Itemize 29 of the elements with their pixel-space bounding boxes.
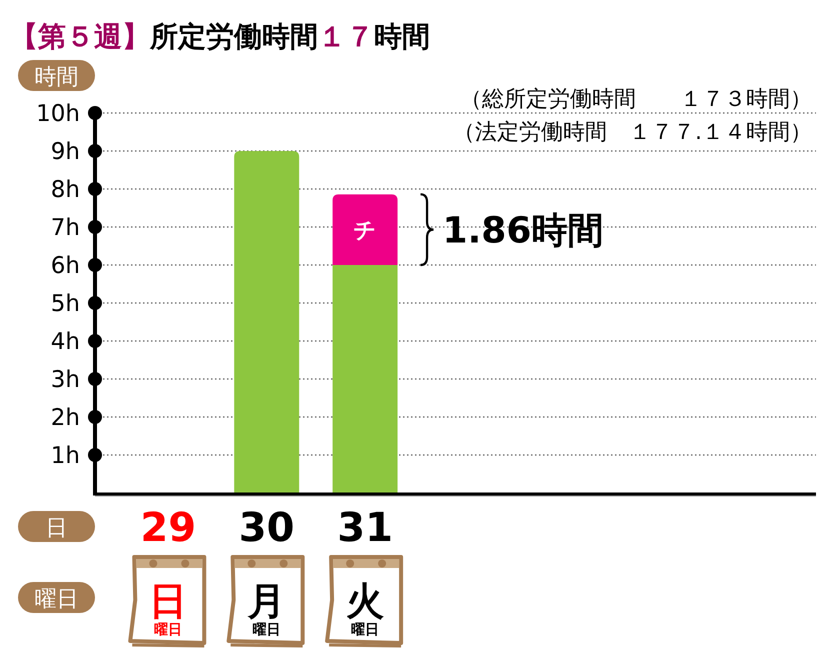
tick-label: 1h bbox=[50, 443, 80, 469]
category: 30 bbox=[238, 505, 294, 551]
annotation: 1.86時間 bbox=[442, 210, 604, 252]
tick-label: 6h bbox=[50, 253, 80, 279]
x-axis-title: 日 bbox=[46, 516, 68, 541]
note: （総所定労働時間 １７３時間） bbox=[460, 87, 812, 112]
tick-label: 2h bbox=[50, 405, 80, 431]
series-name: チ bbox=[354, 218, 377, 244]
weekday: 月 bbox=[248, 579, 286, 623]
tick-label: 5h bbox=[50, 291, 80, 317]
ylabel: 時間 bbox=[18, 60, 95, 91]
weekday-sub: 曜日 bbox=[154, 622, 182, 638]
tick-label: 7h bbox=[50, 215, 80, 241]
y-axis-title: 時間 bbox=[34, 65, 78, 90]
weekday: 火 bbox=[346, 579, 384, 623]
category: 31 bbox=[337, 505, 393, 551]
row-label: 曜日 bbox=[18, 582, 95, 613]
xlabel: 日 bbox=[18, 511, 95, 542]
tick-label: 3h bbox=[50, 367, 80, 393]
category: 29 bbox=[140, 505, 196, 551]
weekday-sub: 曜日 bbox=[252, 622, 281, 638]
weekday-sub: 曜日 bbox=[351, 622, 380, 638]
tick-label: 10h bbox=[36, 101, 80, 127]
tick-label: 9h bbox=[50, 139, 80, 165]
tick-label: 8h bbox=[50, 177, 80, 203]
weekday: 日 bbox=[149, 579, 188, 623]
note: （法定労働時間 １７７.１４時間） bbox=[453, 120, 812, 145]
title: 【第５週】所定労働時間１７時間 bbox=[10, 20, 430, 53]
tick-label: 4h bbox=[50, 329, 80, 355]
